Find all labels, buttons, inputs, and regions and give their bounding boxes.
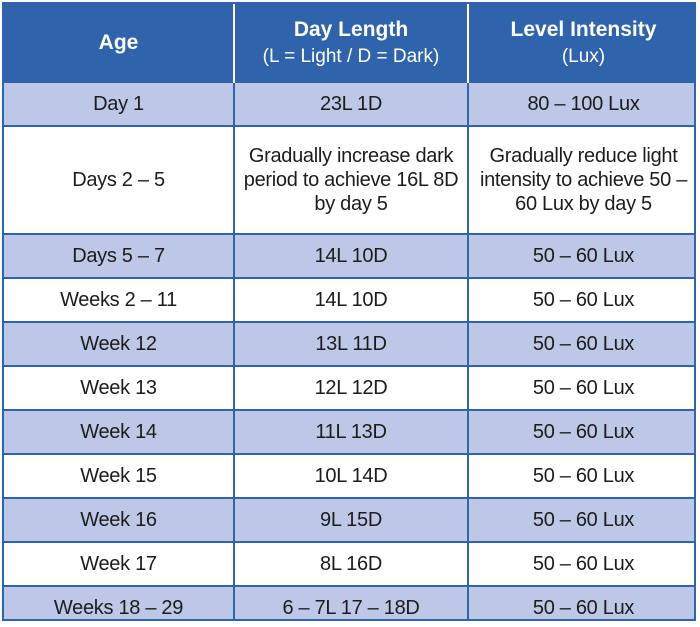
cell-age: Day 1	[4, 81, 235, 126]
header-age-label: Age	[98, 31, 139, 54]
header-intensity-label: Level Intensity	[510, 17, 657, 41]
table-row: Week 12 13L 11D 50 – 60 Lux	[4, 321, 694, 366]
cell-intensity: 50 – 60 Lux	[468, 541, 694, 586]
cell-day-length: 8L 16D	[234, 541, 469, 586]
header-intensity-sub: (Lux)	[561, 45, 606, 67]
lighting-program-table: Age Day Length (L = Light / D = Dark) Le…	[2, 2, 696, 621]
cell-age: Week 17	[4, 541, 235, 586]
header-intensity: Level Intensity (Lux)	[468, 4, 694, 82]
table-row: Week 14 11L 13D 50 – 60 Lux	[4, 409, 694, 454]
table-row: Week 16 9L 15D 50 – 60 Lux	[4, 497, 694, 542]
cell-day-length: 12L 12D	[234, 365, 469, 410]
cell-day-length: 9L 15D	[234, 497, 469, 542]
header-row: Age Day Length (L = Light / D = Dark) Le…	[4, 4, 694, 82]
cell-intensity: 50 – 60 Lux	[468, 497, 694, 542]
cell-intensity: 50 – 60 Lux	[468, 233, 694, 278]
cell-day-length: Gradually increase dark period to achiev…	[234, 125, 469, 234]
cell-day-length: 14L 10D	[234, 233, 469, 278]
table-row: Week 13 12L 12D 50 – 60 Lux	[4, 365, 694, 410]
table-row: Days 5 – 7 14L 10D 50 – 60 Lux	[4, 233, 694, 278]
cell-age: Weeks 18 – 29	[4, 585, 235, 619]
cell-intensity: Gradually reduce light intensity to achi…	[468, 125, 694, 234]
cell-intensity: 50 – 60 Lux	[468, 277, 694, 322]
table-row: Week 17 8L 16D 50 – 60 Lux	[4, 541, 694, 586]
table-row: Weeks 18 – 29 6 – 7L 17 – 18D 50 – 60 Lu…	[4, 585, 694, 619]
header-day-length-label: Day Length	[293, 17, 409, 41]
table-row: Week 15 10L 14D 50 – 60 Lux	[4, 453, 694, 498]
cell-day-length: 13L 11D	[234, 321, 469, 366]
table-row: Day 1 23L 1D 80 – 100 Lux	[4, 81, 694, 126]
cell-day-length: 6 – 7L 17 – 18D	[234, 585, 469, 619]
cell-age: Week 13	[4, 365, 235, 410]
header-age: Age	[4, 4, 235, 82]
cell-intensity: 50 – 60 Lux	[468, 585, 694, 619]
cell-day-length: 14L 10D	[234, 277, 469, 322]
cell-age: Weeks 2 – 11	[4, 277, 235, 322]
table-row: Weeks 2 – 11 14L 10D 50 – 60 Lux	[4, 277, 694, 322]
table-row: Days 2 – 5 Gradually increase dark perio…	[4, 125, 694, 234]
header-day-length: Day Length (L = Light / D = Dark)	[234, 4, 469, 82]
cell-day-length: 11L 13D	[234, 409, 469, 454]
cell-intensity: 50 – 60 Lux	[468, 453, 694, 498]
cell-age: Week 15	[4, 453, 235, 498]
table: Age Day Length (L = Light / D = Dark) Le…	[4, 4, 694, 619]
cell-intensity: 50 – 60 Lux	[468, 409, 694, 454]
cell-age: Days 2 – 5	[4, 125, 235, 234]
cell-age: Days 5 – 7	[4, 233, 235, 278]
cell-day-length: 10L 14D	[234, 453, 469, 498]
cell-age: Week 14	[4, 409, 235, 454]
header-day-length-sub: (L = Light / D = Dark)	[262, 45, 440, 67]
cell-intensity: 50 – 60 Lux	[468, 365, 694, 410]
cell-intensity: 50 – 60 Lux	[468, 321, 694, 366]
cell-age: Week 12	[4, 321, 235, 366]
cell-age: Week 16	[4, 497, 235, 542]
cell-day-length: 23L 1D	[234, 81, 469, 126]
cell-intensity: 80 – 100 Lux	[468, 81, 694, 126]
